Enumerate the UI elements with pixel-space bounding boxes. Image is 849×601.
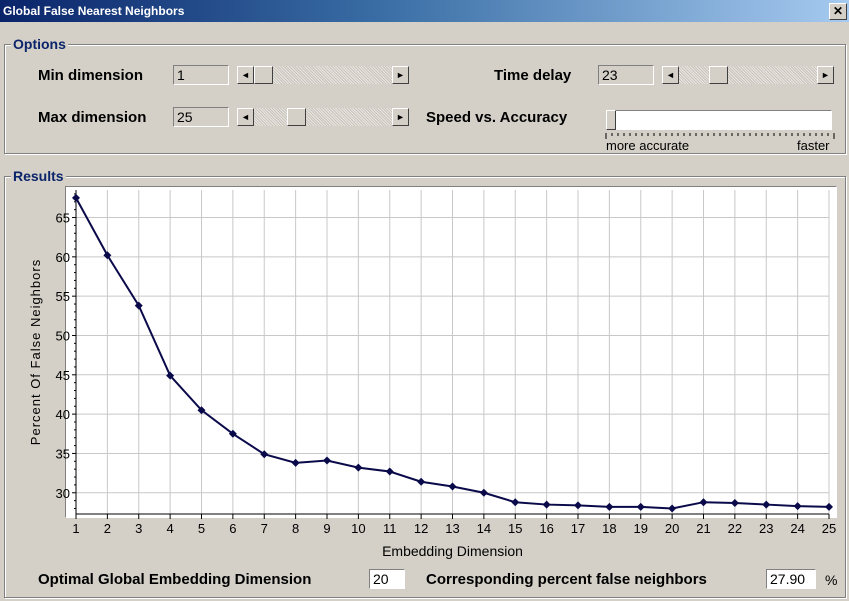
faster-label: faster bbox=[797, 138, 830, 153]
speed-accuracy-label: Speed vs. Accuracy bbox=[426, 109, 568, 126]
close-button[interactable]: ✕ bbox=[829, 3, 847, 20]
time-delay-left-button[interactable]: ◄ bbox=[662, 66, 679, 84]
time-delay-label: Time delay bbox=[494, 67, 572, 84]
min-dimension-left-button[interactable]: ◄ bbox=[237, 66, 254, 84]
right-arrow-icon: ► bbox=[821, 70, 830, 80]
min-dimension-scrollbar[interactable]: ◄ ► bbox=[236, 65, 410, 85]
max-dimension-thumb[interactable] bbox=[287, 108, 306, 126]
min-dimension-field[interactable]: 1 bbox=[173, 65, 229, 85]
right-arrow-icon: ► bbox=[396, 112, 405, 122]
percent-false-neighbors-label: Corresponding percent false neighbors bbox=[426, 571, 707, 588]
speed-accuracy-thumb[interactable] bbox=[606, 110, 616, 130]
speed-accuracy-ticks bbox=[605, 133, 835, 139]
results-legend: Results bbox=[11, 168, 66, 184]
time-delay-thumb[interactable] bbox=[709, 66, 728, 84]
max-dimension-right-button[interactable]: ► bbox=[392, 108, 409, 126]
max-dimension-left-button[interactable]: ◄ bbox=[237, 108, 254, 126]
window-title: Global False Nearest Neighbors bbox=[3, 4, 185, 18]
options-group: Options bbox=[4, 36, 846, 154]
min-dimension-label: Min dimension bbox=[38, 67, 143, 84]
optimal-dimension-label: Optimal Global Embedding Dimension bbox=[38, 571, 312, 588]
percent-false-neighbors-field: 27.90 bbox=[766, 569, 816, 589]
max-dimension-field[interactable]: 25 bbox=[173, 107, 229, 127]
options-legend: Options bbox=[11, 36, 68, 52]
time-delay-right-button[interactable]: ► bbox=[817, 66, 834, 84]
percent-unit: % bbox=[825, 572, 838, 588]
min-dimension-thumb[interactable] bbox=[254, 66, 273, 84]
left-arrow-icon: ◄ bbox=[241, 112, 250, 122]
left-arrow-icon: ◄ bbox=[241, 70, 250, 80]
left-arrow-icon: ◄ bbox=[666, 70, 675, 80]
title-bar: Global False Nearest Neighbors ✕ bbox=[0, 0, 849, 22]
max-dimension-label: Max dimension bbox=[38, 109, 147, 126]
optimal-dimension-field: 20 bbox=[369, 569, 405, 589]
speed-accuracy-track[interactable] bbox=[606, 110, 832, 130]
min-dimension-right-button[interactable]: ► bbox=[392, 66, 409, 84]
time-delay-field[interactable]: 23 bbox=[598, 65, 654, 85]
plot-area bbox=[65, 186, 837, 518]
time-delay-scrollbar[interactable]: ◄ ► bbox=[661, 65, 835, 85]
more-accurate-label: more accurate bbox=[606, 138, 690, 153]
results-group: Results bbox=[4, 168, 846, 598]
max-dimension-scrollbar[interactable]: ◄ ► bbox=[236, 107, 410, 127]
right-arrow-icon: ► bbox=[396, 70, 405, 80]
close-icon: ✕ bbox=[832, 4, 844, 18]
